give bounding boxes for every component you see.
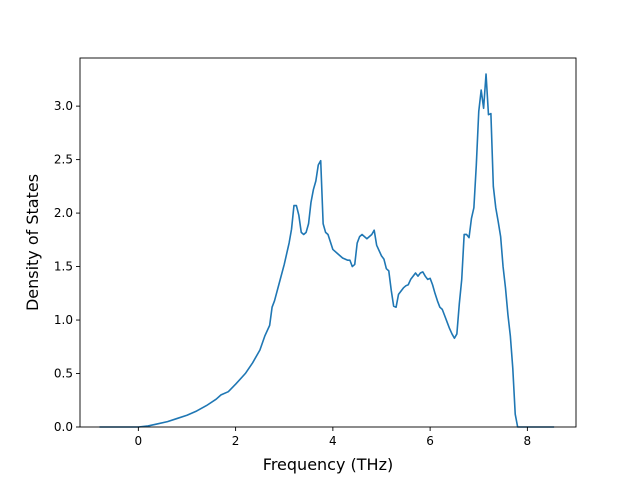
dos-line-series-0 bbox=[99, 73, 555, 428]
y-tick-label: 2.5 bbox=[54, 153, 73, 167]
y-axis-label: Density of States bbox=[23, 174, 42, 311]
series-layer bbox=[99, 73, 555, 428]
plot-background bbox=[80, 58, 576, 427]
y-tick-label: 0.5 bbox=[54, 367, 73, 381]
x-axis-ticks: 0 2 4 6 8 bbox=[135, 427, 532, 448]
y-tick-label: 3.0 bbox=[54, 99, 73, 113]
plot-frame bbox=[79, 57, 577, 428]
x-tick-label: 8 bbox=[524, 434, 532, 448]
y-tick-label: 1.0 bbox=[54, 313, 73, 327]
x-tick-label: 6 bbox=[426, 434, 434, 448]
y-axis-ticks: 0.0 0.5 1.0 1.5 2.0 2.5 3.0 bbox=[54, 99, 80, 434]
y-tick-label: 0.0 bbox=[54, 420, 73, 434]
y-tick-label: 1.5 bbox=[54, 260, 73, 274]
x-tick-label: 2 bbox=[232, 434, 240, 448]
x-axis-label: Frequency (THz) bbox=[263, 455, 393, 474]
x-tick-label: 4 bbox=[329, 434, 337, 448]
y-tick-label: 2.0 bbox=[54, 206, 73, 220]
x-tick-label: 0 bbox=[135, 434, 143, 448]
